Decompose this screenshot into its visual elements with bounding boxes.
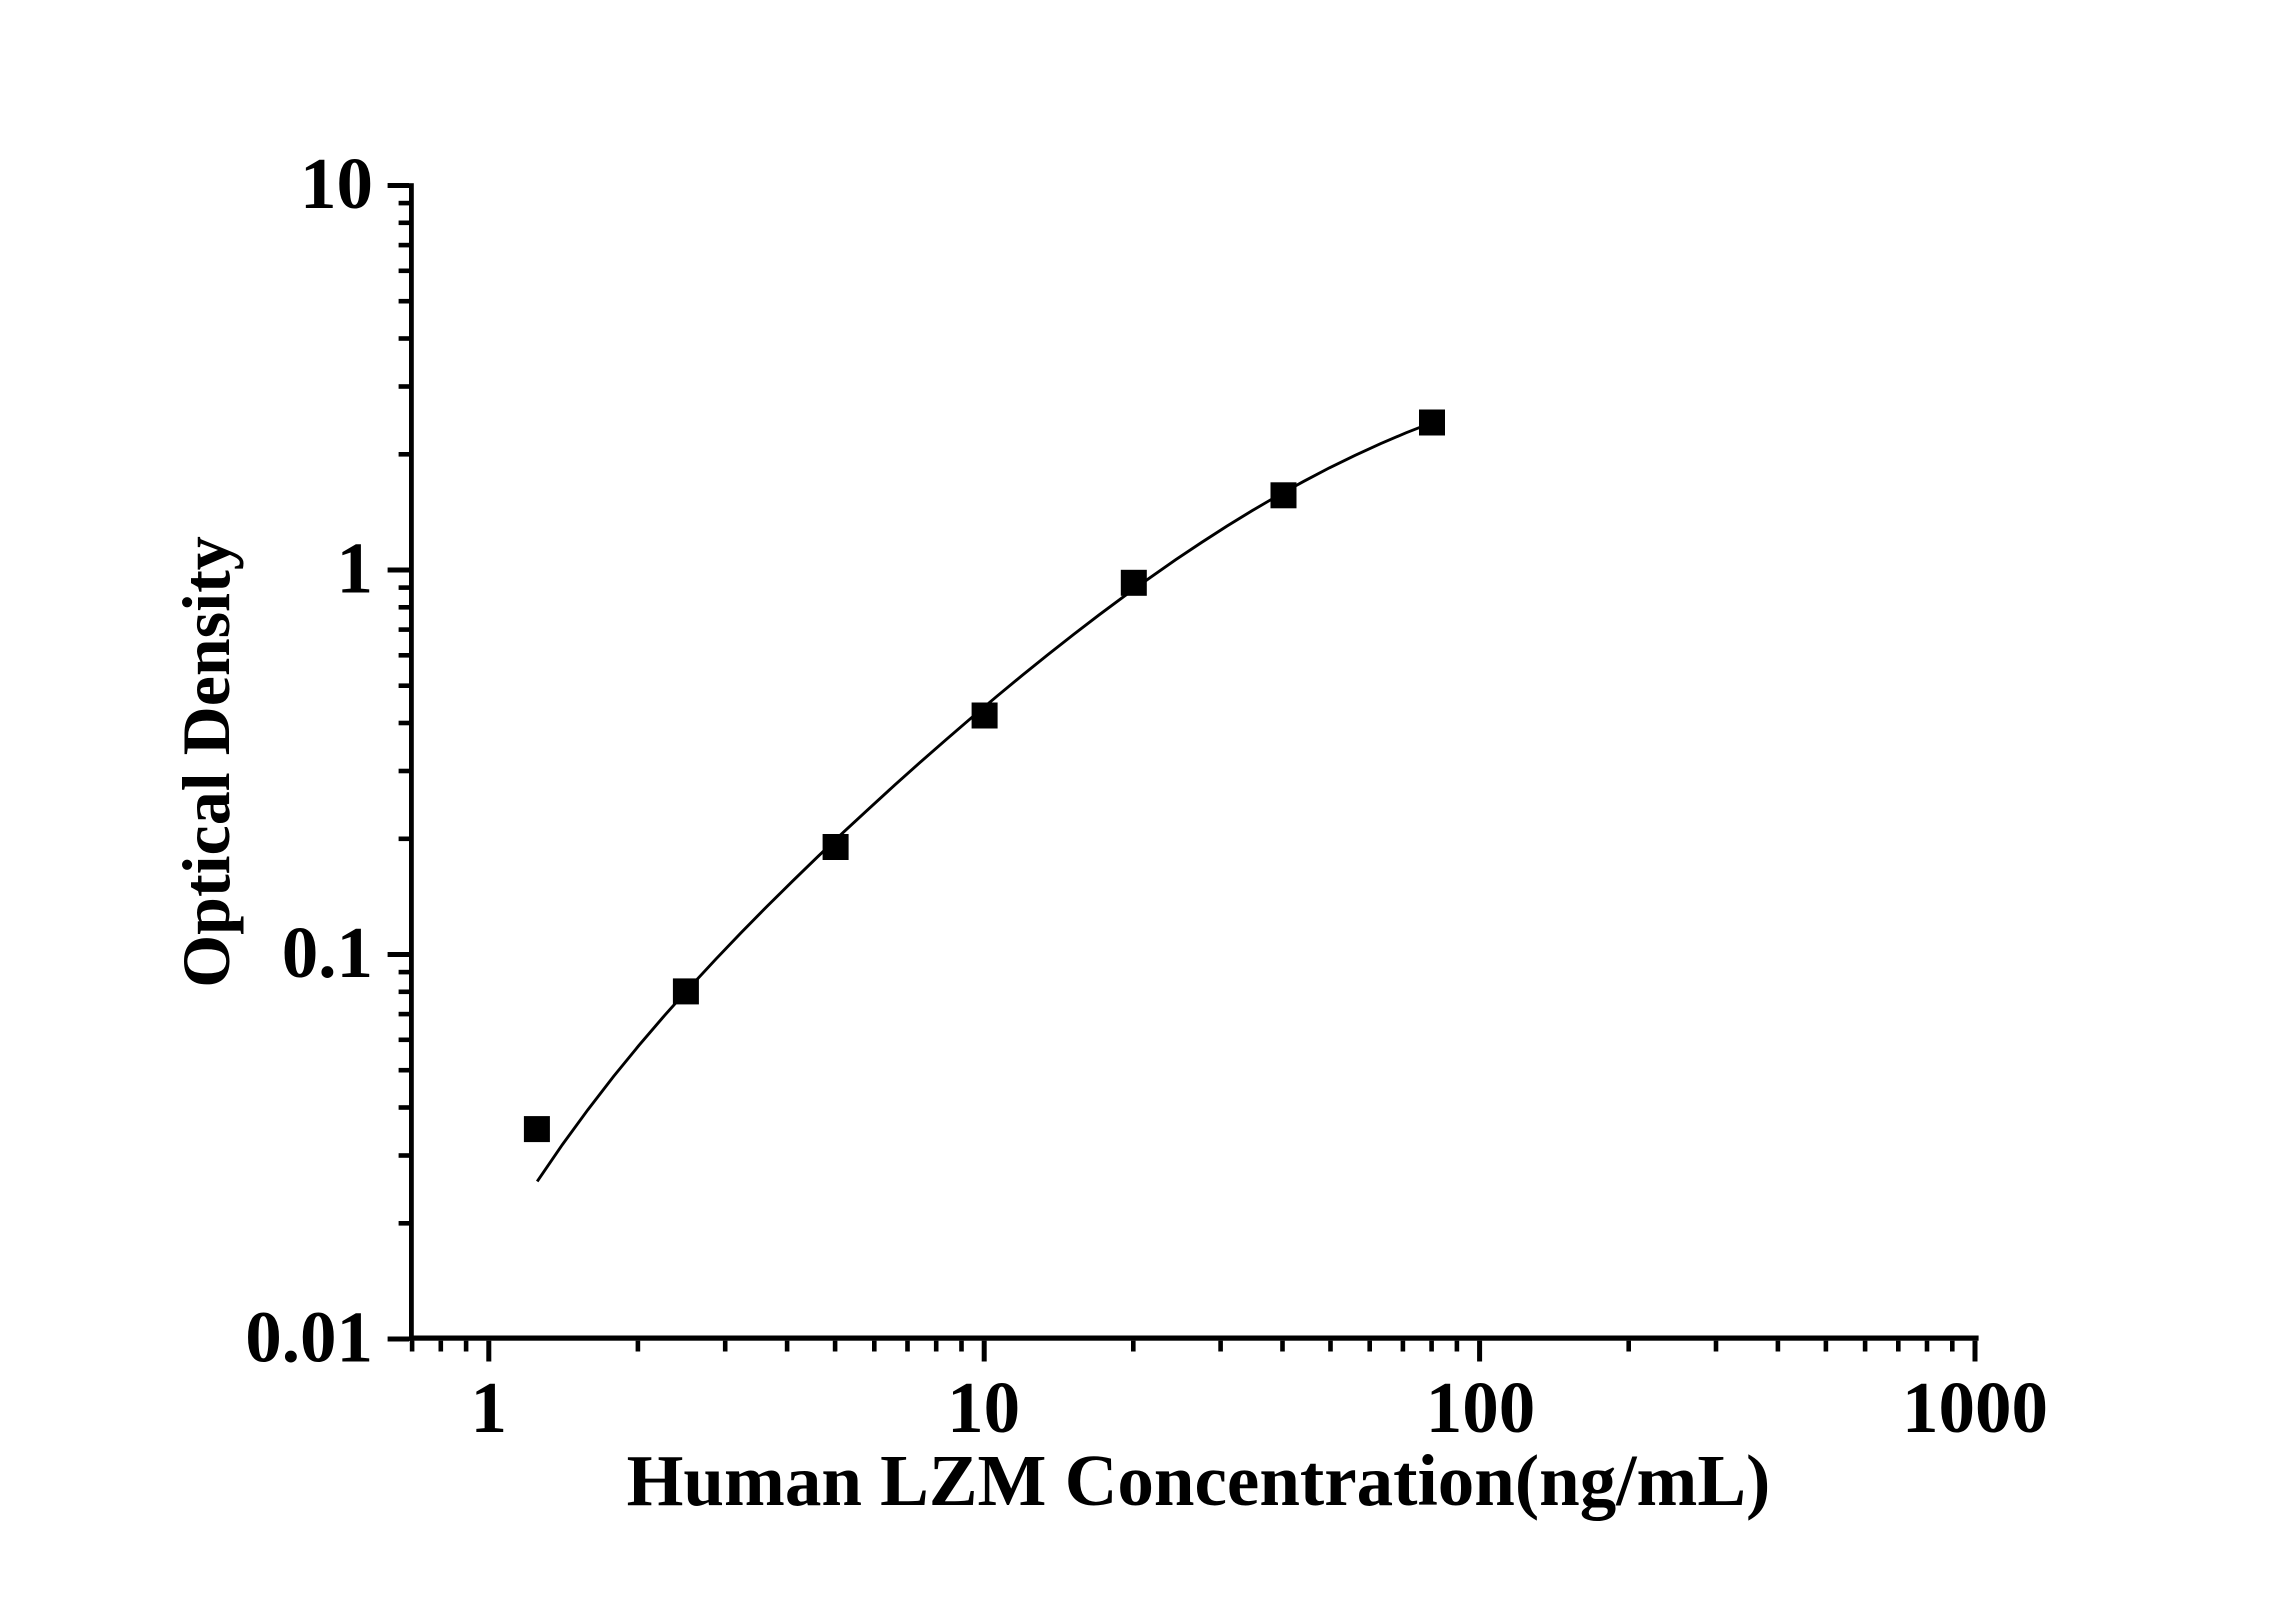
svg-text:Human LZM Concentration(ng/mL): Human LZM Concentration(ng/mL)	[627, 1440, 1771, 1521]
svg-text:0.1: 0.1	[282, 912, 373, 993]
svg-text:100: 100	[1426, 1367, 1536, 1448]
svg-text:1: 1	[337, 528, 374, 609]
svg-text:1: 1	[471, 1367, 508, 1448]
svg-text:0.01: 0.01	[245, 1297, 373, 1378]
svg-text:10: 10	[300, 143, 373, 224]
svg-text:10: 10	[947, 1367, 1020, 1448]
svg-text:Optical Density: Optical Density	[168, 536, 244, 987]
svg-text:1000: 1000	[1902, 1367, 2048, 1448]
